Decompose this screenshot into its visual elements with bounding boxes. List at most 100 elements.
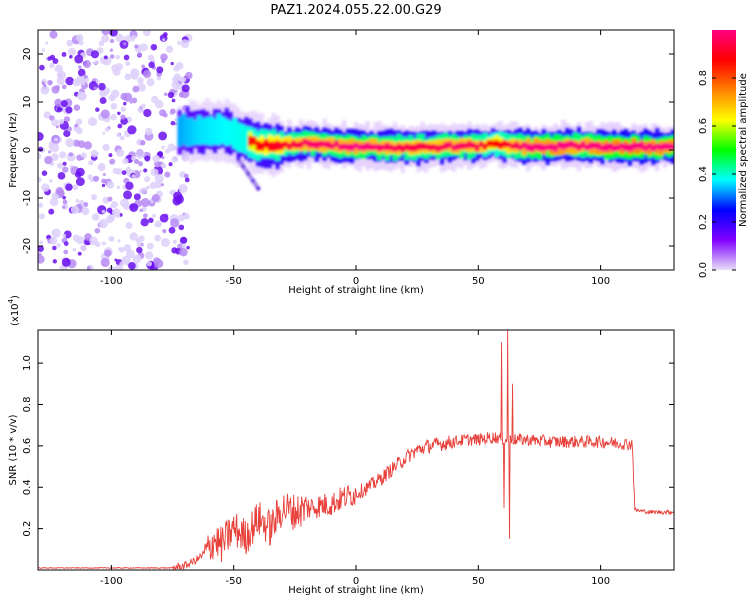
ridge-cell: [298, 141, 304, 148]
x-tick-label: 100: [591, 576, 610, 587]
noise-blob: [122, 157, 129, 165]
snr-y-multiplier: (x104): [7, 295, 21, 326]
ridge-cell: [232, 117, 237, 149]
noise-blob: [61, 52, 67, 57]
noise-blob: [78, 205, 83, 210]
colorbar-label: Normalized spectral amplitude: [738, 73, 749, 227]
noise-blob: [101, 34, 110, 43]
ridge-cell: [568, 140, 574, 148]
snr-panel: -100 -50 0 50 100 0.2 0.4 0.6 0.8 1.0 Height of …: [7, 295, 675, 596]
colorbar-tick-label: 0.6: [698, 118, 709, 134]
ridge-cell: [306, 140, 312, 148]
snr-x-label: Height of straight line (km): [288, 585, 424, 596]
noise-blob: [75, 236, 85, 245]
noise-blob: [49, 30, 58, 39]
noise-blob: [108, 235, 115, 242]
noise-blob: [186, 245, 190, 250]
ridge-cell: [177, 117, 183, 147]
snr-multiplier-base: (x10: [10, 303, 21, 326]
noise-blob: [174, 118, 178, 122]
noise-blob: [75, 198, 80, 203]
noise-blob: [162, 228, 167, 234]
ridge-cell: [639, 141, 644, 150]
ridge-cell: [181, 113, 187, 145]
noise-blob: [48, 150, 52, 154]
ridge-cell: [259, 142, 265, 151]
noise-blob: [61, 257, 71, 267]
noise-blob: [81, 207, 90, 216]
noise-blob: [42, 78, 47, 83]
snr-line: [38, 330, 674, 570]
ridge-cell: [185, 117, 190, 147]
ridge-cell: [470, 142, 476, 149]
noise-blob: [133, 193, 141, 201]
ridge-cell: [576, 143, 582, 151]
noise-blob: [165, 45, 174, 53]
ridge-cell: [525, 143, 531, 152]
noise-blob: [152, 154, 161, 163]
noise-blob: [56, 70, 67, 80]
ridge-cell: [498, 141, 504, 150]
spectrogram-noise-region: [38, 30, 193, 270]
noise-blob: [116, 148, 125, 157]
ridge-cell: [623, 143, 629, 152]
noise-blob: [87, 174, 93, 180]
noise-blob: [116, 185, 121, 190]
noise-blob: [163, 92, 168, 96]
noise-blob: [164, 171, 171, 178]
ridge-cell: [537, 143, 543, 151]
x-tick-label: 50: [472, 276, 485, 287]
noise-blob: [49, 236, 58, 245]
noise-blob: [47, 80, 53, 86]
noise-blob: [65, 76, 74, 86]
ridge-cell: [439, 144, 445, 151]
noise-blob: [100, 257, 110, 268]
ridge-cell: [424, 143, 429, 150]
ridge-cell: [404, 143, 410, 151]
noise-blob: [168, 162, 173, 167]
ridge-cell: [506, 141, 511, 148]
noise-blob: [131, 174, 137, 179]
y-tick-label: -20: [22, 238, 33, 254]
noise-blob: [135, 149, 145, 159]
noise-blob: [168, 226, 176, 234]
noise-blob: [141, 64, 145, 69]
ridge-cell: [459, 142, 464, 150]
ridge-cell: [478, 141, 484, 148]
noise-blob: [160, 237, 170, 247]
noise-blob: [143, 168, 148, 173]
noise-blob: [56, 243, 61, 248]
ridge-cell: [416, 142, 421, 151]
ridge-cell: [290, 140, 296, 148]
ridge-cell: [604, 143, 609, 152]
ridge-cell: [212, 118, 218, 145]
noise-blob: [115, 54, 120, 60]
ridge-cell: [263, 139, 269, 149]
ridge-cell: [204, 117, 210, 145]
noise-blob: [154, 100, 164, 109]
branch-blob: [255, 186, 261, 191]
noise-blob: [66, 39, 74, 47]
noise-blob: [41, 183, 50, 192]
noise-blob: [141, 103, 146, 109]
noise-blob: [169, 190, 174, 195]
noise-blob: [123, 190, 133, 200]
noise-blob: [160, 163, 166, 168]
noise-blob: [139, 169, 143, 173]
noise-blob: [161, 156, 165, 160]
noise-blob: [139, 43, 148, 52]
ridge-cell: [455, 143, 461, 151]
noise-blob: [100, 165, 104, 170]
noise-blob: [154, 223, 158, 227]
noise-blob: [140, 198, 150, 208]
noise-blob: [132, 254, 142, 264]
ridge-cell: [197, 115, 202, 145]
noise-blob: [72, 248, 76, 252]
y-tick-label: 20: [22, 48, 33, 61]
noise-blob: [111, 64, 119, 72]
ridge-cell: [369, 143, 374, 151]
noise-blob: [158, 222, 162, 227]
noise-blob: [51, 153, 59, 161]
noise-blob: [92, 175, 100, 182]
